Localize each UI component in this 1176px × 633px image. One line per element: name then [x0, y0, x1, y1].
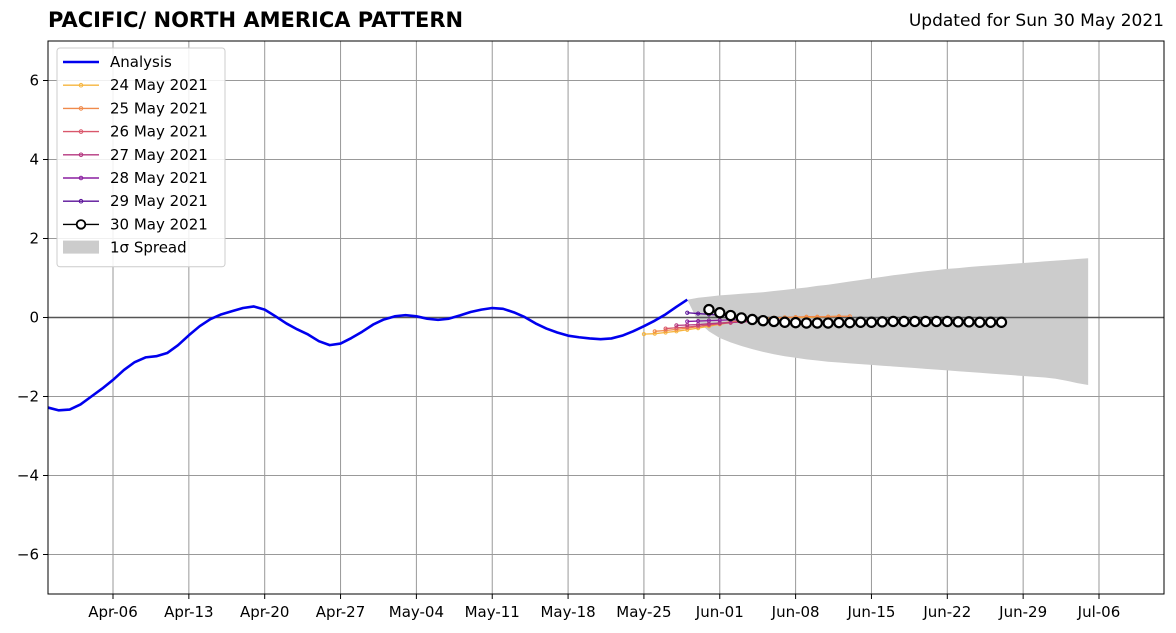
forecast-point: [984, 316, 997, 328]
y-tick-label: 2: [29, 230, 39, 248]
y-tick-label: 4: [29, 151, 39, 169]
forecast-point: [854, 316, 867, 328]
forecast-point: [724, 309, 737, 322]
legend-label: 1σ Spread: [110, 239, 187, 257]
forecast-point: [685, 310, 690, 315]
forecast-point: [746, 313, 758, 326]
updated-date: Updated for Sun 30 May 2021: [908, 11, 1164, 31]
forecast-point: [757, 314, 769, 327]
forecast-point: [674, 323, 679, 328]
legend-box: [56, 47, 226, 268]
legend-marker: [78, 82, 84, 88]
forecast-point: [909, 315, 921, 328]
forecast-point: [952, 316, 964, 328]
x-tick-label: Jun-22: [922, 603, 971, 621]
legend-label: 24 May 2021: [110, 76, 208, 94]
legend-label: 27 May 2021: [110, 146, 208, 164]
x-tick-label: May-18: [540, 603, 595, 621]
forecast-point: [652, 329, 657, 334]
forecast-point: [833, 316, 845, 329]
forecast-point: [963, 316, 975, 328]
forecast-point: [735, 312, 748, 324]
legend-swatch: [63, 240, 99, 254]
x-tick-label: Apr-13: [164, 603, 214, 621]
legend-marker: [78, 106, 84, 111]
x-tick-label: Jun-08: [771, 603, 820, 621]
y-tick-label: −2: [17, 388, 39, 406]
y-tick-label: −4: [17, 467, 39, 485]
forecast-point: [919, 315, 932, 328]
legend-marker: [78, 175, 84, 181]
legend-label: 26 May 2021: [110, 123, 208, 141]
forecast-point: [930, 315, 943, 328]
x-tick-label: Jun-15: [846, 603, 895, 621]
axis-ticks: Apr-06 Apr-13 Apr-20 Apr-27 May-04 May-11 May-…: [17, 72, 1120, 622]
forecast-point: [695, 311, 701, 316]
forecast-point: [706, 318, 712, 323]
y-tick-label: −6: [17, 546, 39, 564]
forecast-point: [685, 319, 690, 324]
forecast-point: [865, 316, 878, 328]
forecast-point: [674, 325, 679, 330]
analysis-series: [47, 298, 688, 412]
legend-label: Analysis: [110, 53, 172, 71]
legend-marker: [78, 152, 84, 158]
legend-label: 29 May 2021: [110, 192, 208, 210]
forecast-point: [898, 315, 910, 328]
forecast-point: [974, 316, 986, 328]
forecast-point: [717, 318, 722, 323]
forecast-point: [876, 316, 888, 328]
x-tick-label: Jul-06: [1077, 603, 1121, 621]
forecast-point: [703, 303, 715, 316]
forecast-point: [800, 317, 813, 329]
forecast-point: [941, 315, 954, 328]
x-tick-label: Jun-01: [695, 603, 744, 621]
forecast-point: [779, 316, 791, 328]
analysis-line: [47, 298, 688, 412]
legend: Analysis 24 May 2021 25 May 2021 26 May 202…: [56, 47, 226, 268]
forecast-point: [663, 326, 668, 331]
legend-label: 25 May 2021: [110, 99, 208, 117]
forecast-point: [995, 316, 1008, 328]
legend-marker: [78, 198, 84, 204]
x-tick-label: Apr-27: [316, 603, 366, 621]
x-tick-label: May-25: [616, 603, 671, 621]
x-tick-label: Apr-20: [240, 603, 290, 621]
forecast-markers: [703, 303, 1008, 329]
forecast-point: [887, 315, 899, 328]
forecast-point: [714, 307, 726, 319]
y-tick-label: 0: [29, 309, 39, 327]
forecast-point: [663, 328, 668, 333]
forecast-point: [789, 316, 802, 329]
y-tick-label: 6: [29, 72, 39, 90]
forecast-point: [844, 316, 856, 329]
page-title: PACIFIC/ NORTH AMERICA PATTERN: [48, 8, 464, 32]
x-tick-label: Jun-29: [998, 603, 1047, 621]
legend-label: 30 May 2021: [110, 215, 208, 233]
forecast-point: [695, 318, 701, 324]
forecast-point: [641, 331, 647, 337]
forecast-point: [822, 317, 834, 329]
legend-marker: [78, 129, 84, 134]
x-tick-label: May-04: [389, 603, 444, 621]
x-tick-label: Apr-06: [88, 603, 138, 621]
x-tick-label: May-11: [465, 603, 520, 621]
forecast-point: [652, 331, 657, 336]
forecast-point: [811, 317, 823, 329]
forecast-point: [768, 315, 780, 328]
legend-marker: [75, 219, 87, 230]
legend-label: 28 May 2021: [110, 169, 208, 187]
